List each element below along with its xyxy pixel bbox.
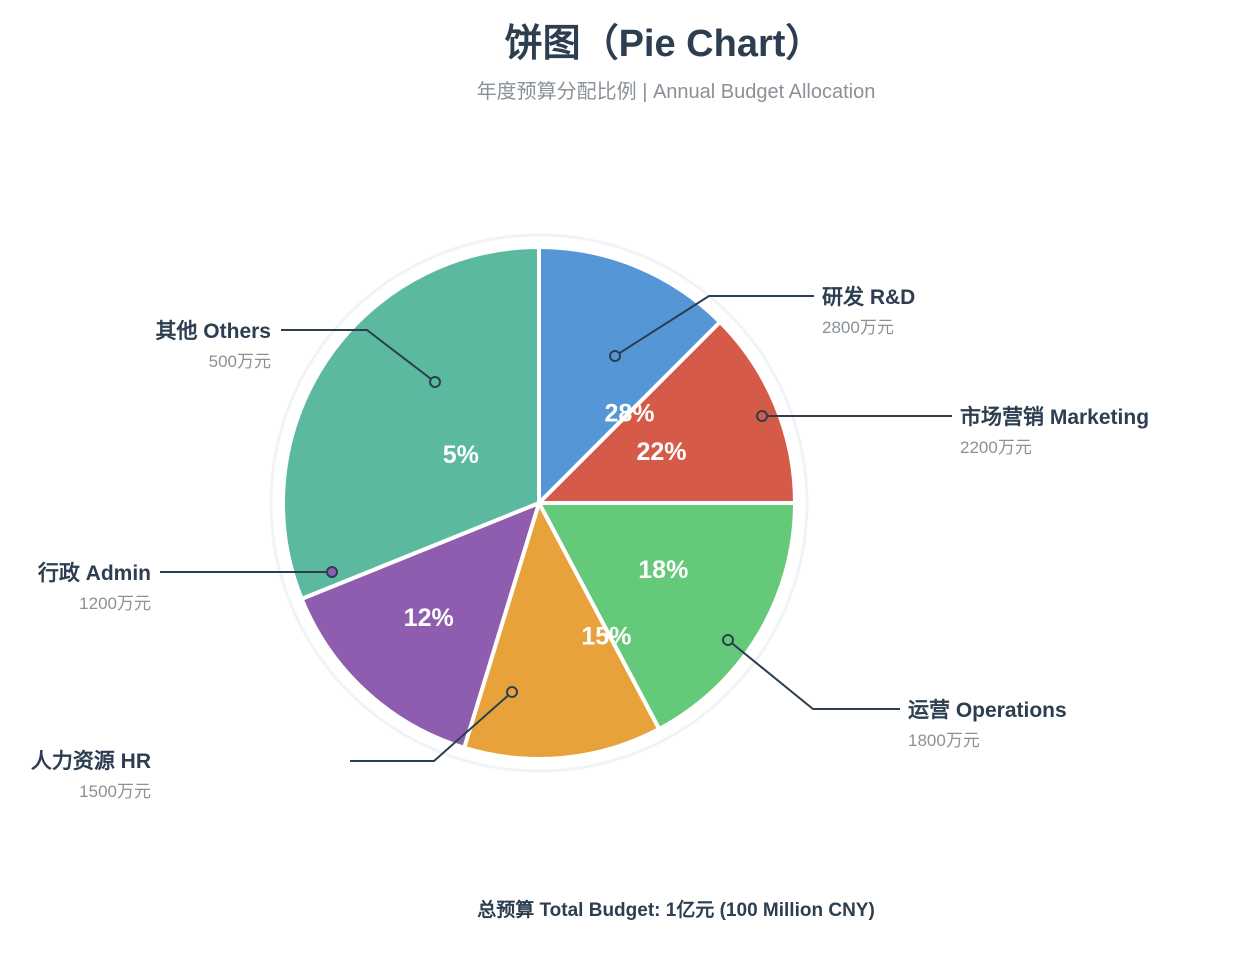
slice-amount-operations: 1800万元 [908, 731, 980, 750]
slice-name-hr: 人力资源 HR [31, 750, 151, 773]
leader-dot-rd [609, 350, 621, 362]
leader-line-hr [350, 691, 513, 762]
pie-slice-rd [537, 245, 723, 505]
chart-subtitle: 年度预算分配比例 | Annual Budget Allocation [477, 80, 876, 103]
percent-label-others: 5% [443, 441, 479, 469]
slice-name-rd: 研发 R&D [822, 285, 915, 309]
slice-amount-hr: 1500万元 [79, 782, 151, 801]
leader-line-others [281, 329, 436, 383]
percent-label-admin: 12% [404, 604, 454, 632]
leader-line-rd [614, 295, 814, 357]
percent-label-operations: 18% [638, 556, 688, 584]
pie-slice-marketing [537, 319, 797, 505]
percent-label-hr: 15% [581, 622, 631, 650]
pie-slice-operations [537, 501, 797, 732]
slice-amount-others: 500万元 [209, 352, 271, 371]
percent-label-marketing: 22% [636, 438, 686, 466]
leader-dot-admin [326, 566, 338, 578]
leader-dot-operations [722, 634, 734, 646]
leader-lines [160, 295, 952, 762]
percent-label-rd: 28% [604, 400, 654, 428]
pie-slice-others [281, 245, 541, 601]
slice-name-marketing: 市场营销 Marketing [960, 405, 1149, 429]
leader-dot-hr [506, 686, 518, 698]
total-budget-footer: 总预算 Total Budget: 1亿元 (100 Million CNY) [477, 898, 875, 921]
leader-dot-others [429, 376, 441, 388]
slice-amount-rd: 2800万元 [822, 318, 894, 337]
pie-halo [269, 233, 809, 773]
leader-dot-marketing [756, 410, 768, 422]
pie-slice-admin [299, 501, 541, 750]
chart-title: 饼图（Pie Chart） [505, 23, 824, 65]
percent-labels: 28% 22% 18% 15% 12% 5% [404, 400, 689, 651]
slice-name-others: 其他 Others [155, 319, 271, 343]
slice-amount-marketing: 2200万元 [960, 438, 1032, 457]
slice-name-operations: 运营 Operations [908, 698, 1067, 722]
leader-line-operations [727, 639, 900, 710]
pie-slices [281, 245, 797, 761]
slice-amount-admin: 1200万元 [79, 594, 151, 613]
slice-name-admin: 行政 Admin [37, 561, 151, 585]
